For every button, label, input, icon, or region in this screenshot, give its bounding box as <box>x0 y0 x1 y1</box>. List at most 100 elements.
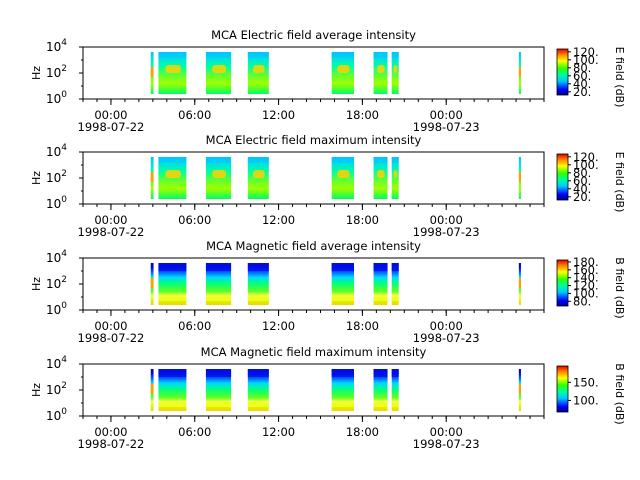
high-frequency-band <box>391 157 399 163</box>
y-axis-label: Hz <box>30 277 43 291</box>
x-tick-label: 12:00 <box>262 108 295 122</box>
panel-title: MCA Electric field maximum intensity <box>206 133 422 147</box>
low-frequency-band <box>391 297 399 301</box>
high-frequency-band <box>158 52 187 58</box>
colorbar <box>556 259 569 307</box>
y-tick-exponent: 0 <box>61 301 67 311</box>
high-frequency-band <box>158 369 187 377</box>
low-frequency-band <box>247 403 269 407</box>
x-start-date: 1998-07-22 <box>78 120 145 134</box>
colorbar-tick-label: 100. <box>573 158 599 172</box>
spectrogram-data <box>150 157 521 199</box>
high-frequency-band <box>247 263 269 271</box>
x-tick-label: 00:00 <box>430 213 463 227</box>
x-start-date: 1998-07-22 <box>78 437 145 451</box>
x-tick-label: 00:00 <box>430 319 463 333</box>
emission-feature <box>518 67 521 77</box>
colorbar-tick-label: 160. <box>573 263 599 277</box>
x-tick-label: 12:00 <box>262 319 295 333</box>
emission-feature <box>337 65 350 73</box>
high-frequency-band <box>373 263 388 271</box>
high-frequency-band <box>247 52 269 58</box>
spectrogram-panel-2: MCA Electric field maximum intensity 100 1… <box>30 133 626 239</box>
colorbar-tick-label: 140. <box>573 271 599 285</box>
colorbar-tick-label: 100. <box>573 286 599 300</box>
colorbar-tick-label: 20. <box>573 190 591 204</box>
x-tick-label: 00:00 <box>94 425 127 439</box>
x-tick-label: 00:00 <box>430 108 463 122</box>
colorbar-label: B field (dB) <box>613 257 626 318</box>
y-axis-label: Hz <box>30 171 43 185</box>
colorbar <box>556 365 569 413</box>
high-frequency-band <box>331 157 355 163</box>
x-tick-label: 06:00 <box>178 213 211 227</box>
high-frequency-band <box>391 369 399 377</box>
colorbar-tick-label: 40. <box>573 77 591 91</box>
data-block <box>331 263 355 305</box>
colorbar-tick-label: 120. <box>573 45 599 59</box>
y-tick-exponent: 4 <box>61 38 67 48</box>
x-start-date: 1998-07-22 <box>78 225 145 239</box>
data-block <box>391 157 399 199</box>
y-tick-label: 102 <box>46 169 67 185</box>
panel-title: MCA Magnetic field maximum intensity <box>201 345 427 359</box>
y-tick-label: 100 <box>46 407 67 423</box>
x-tick-label: 12:00 <box>262 213 295 227</box>
emission-feature <box>165 170 181 178</box>
low-frequency-band <box>158 403 187 407</box>
x-tick-label: 12:00 <box>262 425 295 439</box>
spectrogram-panel-3: MCA Magnetic field average intensity 100 1… <box>30 239 626 345</box>
emission-feature <box>150 67 154 77</box>
y-axis-label: Hz <box>30 66 43 80</box>
emission-feature <box>253 170 265 178</box>
y-tick-label: 100 <box>46 301 67 317</box>
emission-feature <box>518 384 521 394</box>
emission-feature <box>518 172 521 182</box>
high-frequency-band <box>205 369 232 377</box>
colorbar-label: E field (dB) <box>613 152 626 213</box>
colorbar-tick-label: 120. <box>573 150 599 164</box>
emission-feature <box>253 65 265 73</box>
colorbar-tick-label: 60. <box>573 174 591 188</box>
colorbar-tick-label: 80. <box>573 166 591 180</box>
emission-feature <box>165 65 181 73</box>
x-tick-label: 18:00 <box>346 108 379 122</box>
low-frequency-band <box>247 297 269 301</box>
data-block <box>373 369 388 411</box>
colorbar-tick-label: 80. <box>573 61 591 75</box>
x-tick-label: 18:00 <box>346 319 379 333</box>
y-tick-label: 104 <box>46 143 67 159</box>
y-tick-label: 102 <box>46 275 67 291</box>
spectrogram-data <box>150 369 521 411</box>
colorbar-tick-label: 60. <box>573 69 591 83</box>
spectrogram-data <box>150 263 521 305</box>
y-tick-exponent: 0 <box>61 195 67 205</box>
x-end-date: 1998-07-23 <box>413 120 480 134</box>
low-frequency-band <box>205 297 232 301</box>
x-tick-label: 18:00 <box>346 213 379 227</box>
x-start-date: 1998-07-22 <box>78 331 145 345</box>
colorbar-label: B field (dB) <box>613 363 626 424</box>
y-tick-exponent: 2 <box>61 381 67 391</box>
low-frequency-band <box>331 403 355 407</box>
high-frequency-band <box>373 52 388 58</box>
y-tick-label: 104 <box>46 249 67 265</box>
y-tick-label: 102 <box>46 381 67 397</box>
low-frequency-band <box>331 297 355 301</box>
y-tick-exponent: 2 <box>61 64 67 74</box>
colorbar-tick-label: 180. <box>573 255 599 269</box>
low-frequency-band <box>373 403 388 407</box>
emission-feature <box>393 170 398 178</box>
y-tick-label: 104 <box>46 38 67 54</box>
emission-feature <box>150 278 154 288</box>
colorbar <box>556 153 569 201</box>
colorbar-tick-label: 100. <box>573 53 599 67</box>
y-tick-exponent: 2 <box>61 275 67 285</box>
high-frequency-band <box>373 157 388 163</box>
x-tick-label: 06:00 <box>178 319 211 333</box>
emission-feature <box>518 278 521 288</box>
x-tick-label: 00:00 <box>94 319 127 333</box>
data-block <box>247 263 269 305</box>
x-tick-label: 00:00 <box>430 425 463 439</box>
